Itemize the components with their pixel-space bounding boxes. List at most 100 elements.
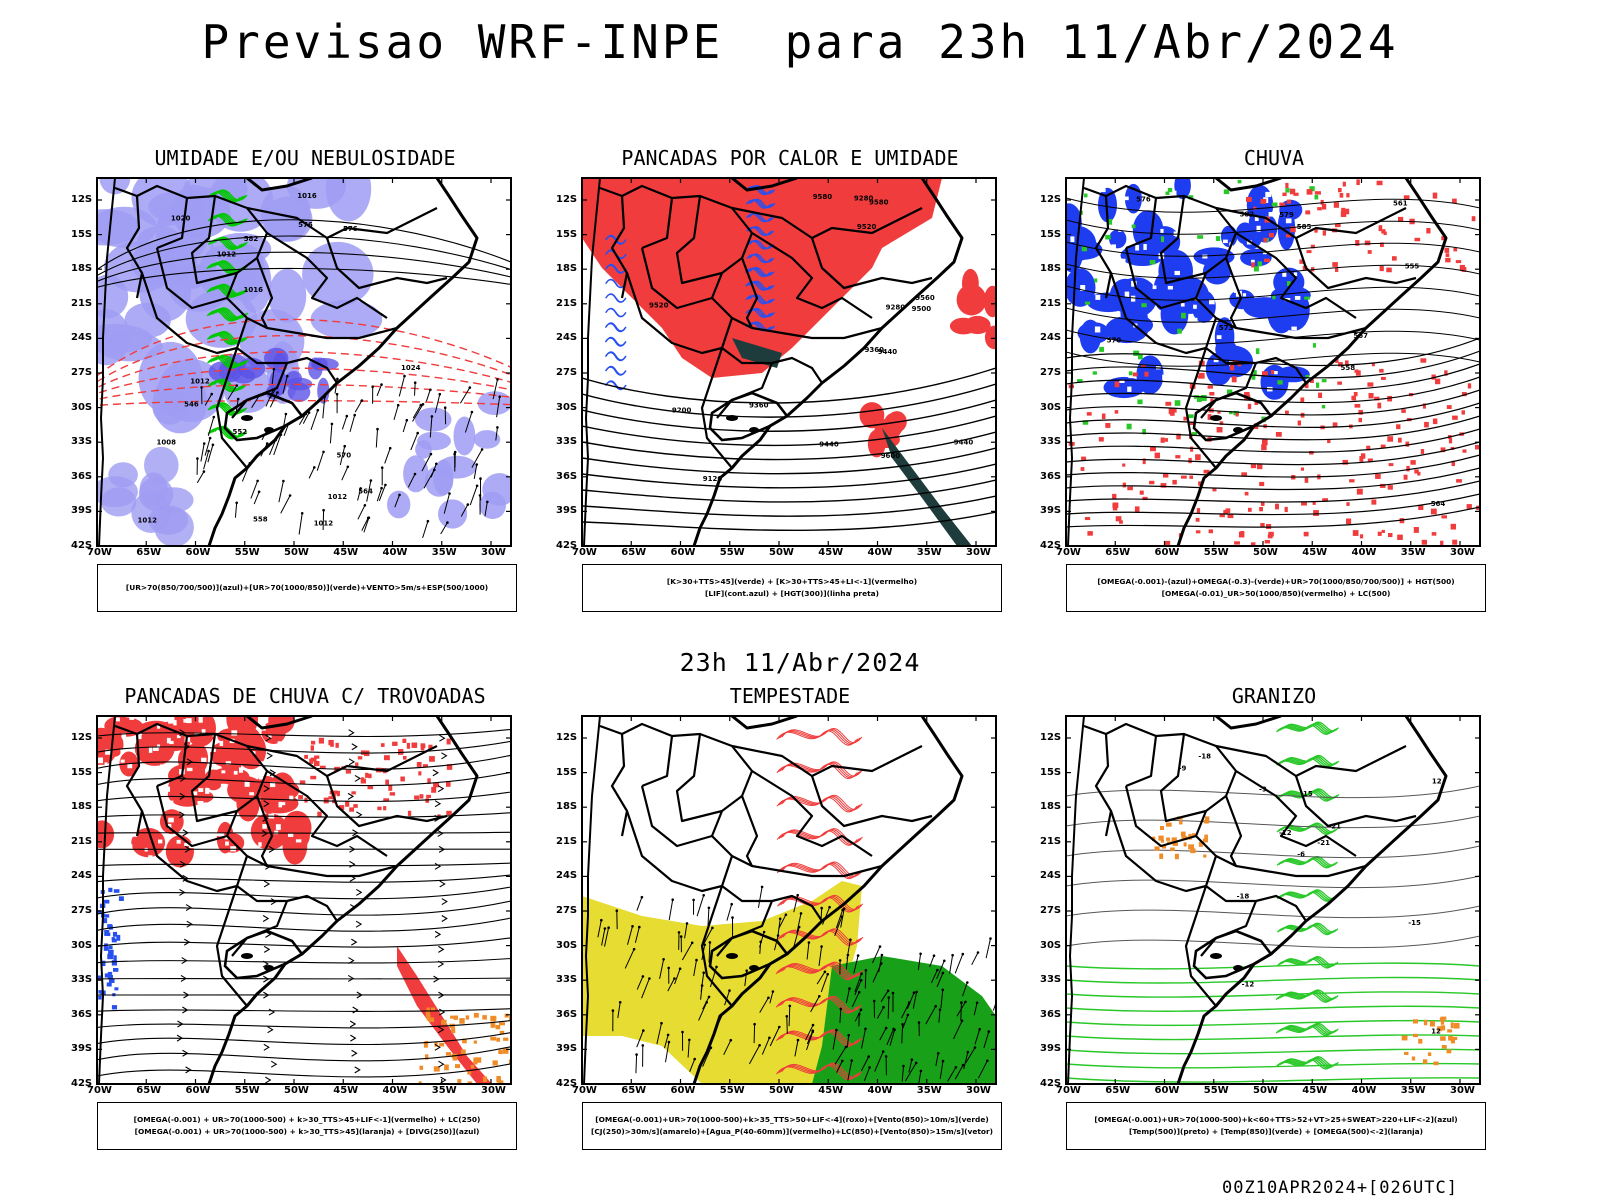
lon-label: 40W <box>383 548 408 558</box>
legend-line: [OMEGA(-0.001)-(azul)+OMEGA(-0.3)-(verde… <box>1067 576 1485 588</box>
legend-box: [K>30+TTS>45](verde) + [K>30+TTS>45+LI<-… <box>582 564 1002 612</box>
contour-label: 9580 <box>813 193 833 201</box>
contour-label: -15 <box>1408 919 1421 927</box>
contour-label: 585 <box>1297 223 1312 231</box>
contour-label: 564 <box>358 488 373 496</box>
contour-label: -18 <box>1198 752 1211 760</box>
lat-label: 15S <box>556 230 577 240</box>
contour-label: 561 <box>1393 199 1408 207</box>
lat-label: 12S <box>1040 195 1061 205</box>
contour-label: 558 <box>253 515 268 523</box>
lon-label: 65W <box>621 1086 646 1096</box>
lon-label: 30W <box>1450 548 1475 558</box>
contour-label: 564 <box>1431 500 1446 508</box>
lon-label: 55W <box>1204 1086 1229 1096</box>
lat-label: 39S <box>556 506 577 516</box>
contour-label: 555 <box>1405 262 1420 270</box>
lon-label: 50W <box>769 548 794 558</box>
lat-label: 24S <box>71 871 92 881</box>
lat-label: 21S <box>556 837 577 847</box>
lat-label: 39S <box>71 506 92 516</box>
lon-label: 50W <box>284 548 309 558</box>
lat-label: 33S <box>71 437 92 447</box>
lat-label: 12S <box>1040 733 1061 743</box>
lon-label: 40W <box>868 1086 893 1096</box>
lat-label: 30S <box>1040 941 1061 951</box>
lat-label: 30S <box>71 941 92 951</box>
lon-label: 55W <box>235 548 260 558</box>
contour-label: 9440 <box>954 439 974 447</box>
lat-label: 15S <box>71 230 92 240</box>
lon-label: 60W <box>1155 548 1180 558</box>
contour-label: 579 <box>1279 211 1294 219</box>
lat-label: 15S <box>1040 768 1061 778</box>
lon-label: 45W <box>333 1086 358 1096</box>
lat-label: 39S <box>1040 506 1061 516</box>
lat-label: 27S <box>1040 906 1061 916</box>
contour-label: 1024 <box>401 364 421 372</box>
lon-label: 55W <box>1204 548 1229 558</box>
lon-label: 40W <box>868 548 893 558</box>
lon-label: 45W <box>333 548 358 558</box>
map-frame <box>550 684 1030 1099</box>
lon-label: 30W <box>481 1086 506 1096</box>
lat-label: 15S <box>1040 230 1061 240</box>
lon-label: 45W <box>818 1086 843 1096</box>
lat-label: 33S <box>556 975 577 985</box>
lat-label: 36S <box>71 472 92 482</box>
contour-label: 573 <box>1219 324 1234 332</box>
legend-line: [UR>70(850/700/500)](azul)+[UR>70(1000/8… <box>98 582 516 594</box>
lat-label: 24S <box>71 333 92 343</box>
lon-label: 65W <box>621 548 646 558</box>
lon-label: 65W <box>136 548 161 558</box>
lat-label: 30S <box>1040 403 1061 413</box>
lat-label: 39S <box>71 1044 92 1054</box>
lat-label: 27S <box>1040 368 1061 378</box>
legend-box: [OMEGA(-0.001) + UR>70(1000-500) + k>30_… <box>97 1102 517 1150</box>
lon-label: 70W <box>87 1086 112 1096</box>
lat-label: 30S <box>556 941 577 951</box>
lon-label: 40W <box>1352 548 1377 558</box>
lat-label: 39S <box>1040 1044 1061 1054</box>
lon-label: 55W <box>720 548 745 558</box>
lon-label: 50W <box>284 1086 309 1096</box>
main-title: Previsao WRF-INPE para 23h 11/Abr/2024 <box>0 14 1600 70</box>
lat-label: 24S <box>556 871 577 881</box>
lat-label: 24S <box>1040 333 1061 343</box>
lat-label: 27S <box>71 906 92 916</box>
contour-label: 12 <box>1432 778 1442 786</box>
contour-label: 582 <box>1240 211 1255 219</box>
legend-line: [LIF](cont.azul) + [HGT(300)](linha pret… <box>583 588 1001 600</box>
contour-label: 558 <box>1341 364 1356 372</box>
legend-box: [UR>70(850/700/500)](azul)+[UR>70(1000/8… <box>97 564 517 612</box>
lat-label: 18S <box>1040 264 1061 274</box>
legend-line: [CJ(250)>30m/s](amarelo)+[Agua_P(40-60mm… <box>583 1126 1001 1138</box>
lon-label: 45W <box>818 548 843 558</box>
lon-label: 70W <box>572 1086 597 1096</box>
contour-label: 576 <box>343 225 358 233</box>
contour-label: -9 <box>1259 785 1267 793</box>
lat-label: 36S <box>71 1010 92 1020</box>
lon-label: 55W <box>720 1086 745 1096</box>
lat-label: 12S <box>71 195 92 205</box>
contour-label: -6 <box>1297 851 1305 859</box>
lat-label: 27S <box>556 906 577 916</box>
lat-label: 21S <box>71 837 92 847</box>
contour-label: 1012 <box>314 519 334 527</box>
lon-label: 35W <box>432 1086 457 1096</box>
legend-box: [OMEGA(-0.001)+UR>70(1000-500)+k<60+TTS>… <box>1066 1102 1486 1150</box>
legend-box: [OMEGA(-0.001)+UR>70(1000-500)+k>35_TTS>… <box>582 1102 1002 1150</box>
legend-line: [OMEGA(-0.001) + UR>70(1000-500) + k>30_… <box>98 1114 516 1126</box>
lat-label: 24S <box>1040 871 1061 881</box>
contour-label: 9520 <box>649 302 669 310</box>
contour-label: 9280 <box>886 303 906 311</box>
contour-label: 1020 <box>171 215 191 223</box>
lat-label: 36S <box>1040 1010 1061 1020</box>
contour-label: -9 <box>1179 765 1187 773</box>
contour-label: 576 <box>1136 195 1151 203</box>
